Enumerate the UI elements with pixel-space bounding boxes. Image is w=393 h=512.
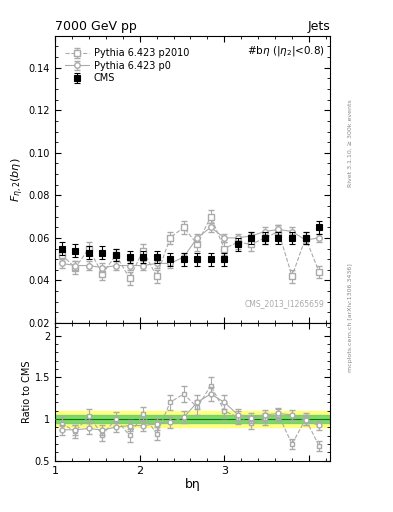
Y-axis label: Ratio to CMS: Ratio to CMS [22,360,32,423]
Bar [55,411,330,428]
Text: mcplots.cern.ch [arXiv:1306.3436]: mcplots.cern.ch [arXiv:1306.3436] [348,263,353,372]
Text: Rivet 3.1.10, ≥ 300k events: Rivet 3.1.10, ≥ 300k events [348,99,353,187]
Y-axis label: $F_{\eta,2}(b\eta)$: $F_{\eta,2}(b\eta)$ [9,157,26,202]
Bar [55,415,330,423]
X-axis label: bη: bη [185,478,200,492]
Text: Jets: Jets [307,20,330,33]
Text: CMS_2013_I1265659: CMS_2013_I1265659 [245,300,325,309]
Text: #b$\eta$ ($|\eta_2|$<0.8): #b$\eta$ ($|\eta_2|$<0.8) [247,45,325,58]
Legend: Pythia 6.423 p2010, Pythia 6.423 p0, CMS: Pythia 6.423 p2010, Pythia 6.423 p0, CMS [62,47,191,85]
Text: 7000 GeV pp: 7000 GeV pp [55,20,137,33]
